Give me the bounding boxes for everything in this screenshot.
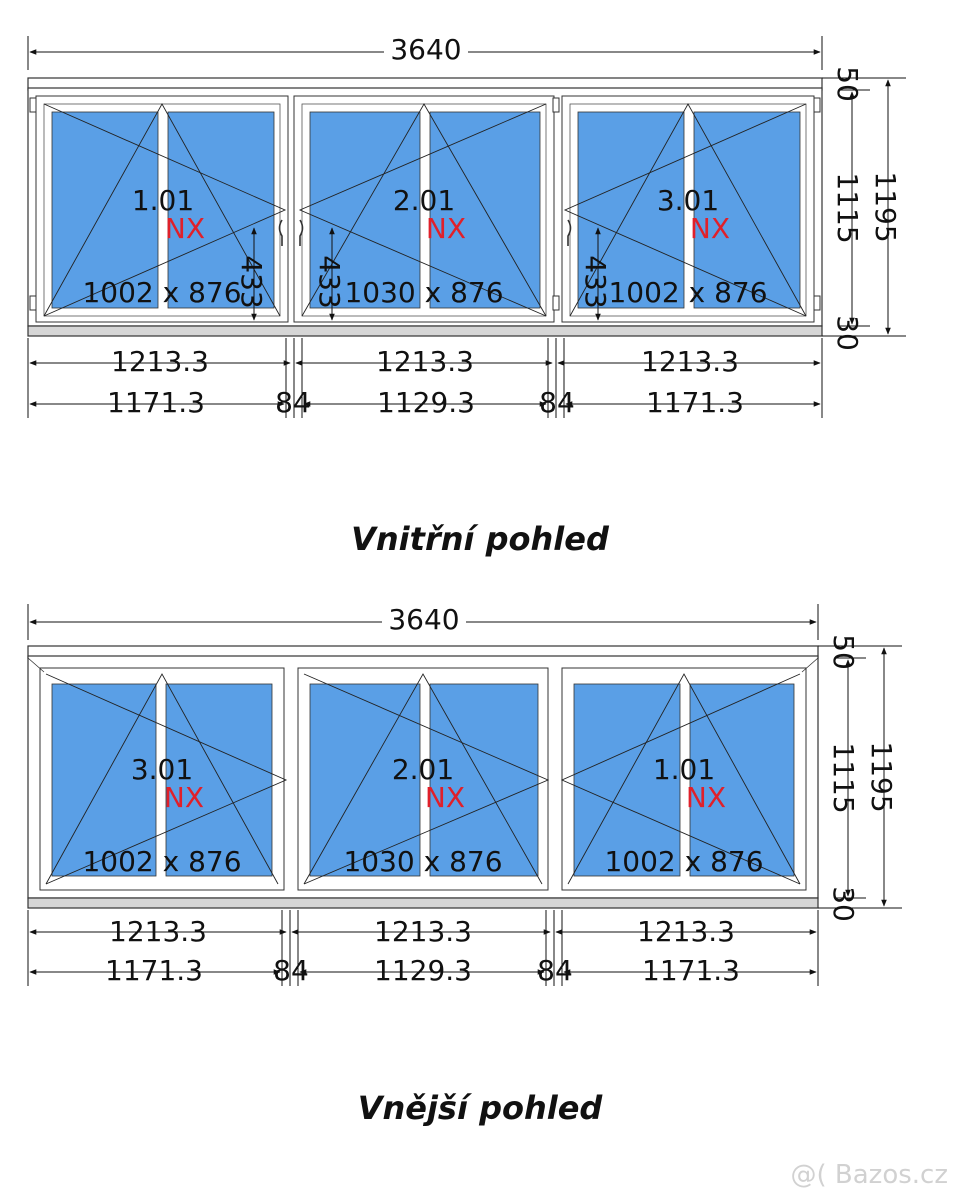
glass-pane xyxy=(165,683,273,877)
glass-pane xyxy=(309,111,421,309)
mullion-width-label: 84 xyxy=(539,386,575,419)
handle-height-label: 433 xyxy=(235,255,268,308)
interior-view: 3640 1.01 NX 1002 x 876 433 xyxy=(27,33,906,419)
glass-size-label: 1002 x 876 xyxy=(82,276,241,309)
total-width-dimension: 3640 xyxy=(27,603,819,640)
sash-number: 3.01 xyxy=(131,753,193,786)
glass-width-label: 1171.3 xyxy=(105,954,203,987)
sash-2: 2.01 NX 1030 x 876 433 xyxy=(293,95,560,323)
window-sill xyxy=(27,897,819,909)
glass-pane xyxy=(51,111,159,309)
bottom-frame-height-label: 30 xyxy=(827,886,860,922)
sash-number: 1.01 xyxy=(132,184,194,217)
handle-icon xyxy=(299,219,304,246)
mullion-width-label: 84 xyxy=(273,954,309,987)
segment-width-label: 1213.3 xyxy=(374,915,472,948)
sash-height-label: 1115 xyxy=(827,742,860,813)
sash-number: 3.01 xyxy=(657,184,719,217)
outer-frame xyxy=(27,77,823,337)
sash-1: 3.01 NX 1002 x 876 xyxy=(39,667,288,891)
segment-width-label: 1213.3 xyxy=(111,345,209,378)
handle-height-label: 433 xyxy=(313,255,346,308)
sash-type-code: NX xyxy=(426,212,466,245)
total-width-label: 3640 xyxy=(390,33,461,66)
top-frame-height-label: 50 xyxy=(827,634,860,670)
glass-size-label: 1030 x 876 xyxy=(344,276,503,309)
sash-3: 3.01 NX 1002 x 876 433 xyxy=(561,95,821,323)
sash-type-code: NX xyxy=(165,212,205,245)
mullion-width-label: 84 xyxy=(275,386,311,419)
glass-size-label: 1002 x 876 xyxy=(82,845,241,878)
overall-height-label: 1195 xyxy=(865,741,898,812)
glass-size-label: 1030 x 876 xyxy=(343,845,502,878)
total-width-label: 3640 xyxy=(388,603,459,636)
hinge-icon xyxy=(552,295,560,311)
segment-width-label: 1213.3 xyxy=(637,915,735,948)
width-dimensions: 1213.3 1213.3 1213.3 1171.3 1129.3 1171.… xyxy=(27,338,823,419)
glass-size-label: 1002 x 876 xyxy=(604,845,763,878)
width-dimensions: 1213.3 1213.3 1213.3 1171.3 1129.3 1171.… xyxy=(27,910,819,987)
hinge-icon xyxy=(813,295,821,311)
hinge-icon xyxy=(552,97,560,113)
glass-width-label: 1129.3 xyxy=(377,386,475,419)
handle-icon xyxy=(278,219,283,246)
sash-3: 1.01 NX 1002 x 876 xyxy=(560,667,807,891)
mullion-width-label: 84 xyxy=(537,954,573,987)
top-frame-height-label: 50 xyxy=(831,66,864,102)
handle-height-label: 433 xyxy=(579,255,612,308)
sash-1: 1.01 NX 1002 x 876 433 xyxy=(29,95,289,323)
sash-number: 2.01 xyxy=(392,753,454,786)
sash-type-code: NX xyxy=(425,781,465,814)
handle-icon xyxy=(567,219,572,246)
hinge-icon xyxy=(29,97,37,113)
segment-width-label: 1213.3 xyxy=(109,915,207,948)
hinge-icon xyxy=(813,97,821,113)
segment-width-label: 1213.3 xyxy=(376,345,474,378)
interior-view-caption: Vnitřní pohled xyxy=(351,520,609,558)
bottom-frame-height-label: 30 xyxy=(831,315,864,351)
outer-frame xyxy=(27,645,819,909)
hinge-icon xyxy=(29,295,37,311)
overall-height-label: 1195 xyxy=(869,171,902,242)
segment-width-label: 1213.3 xyxy=(641,345,739,378)
sash-2: 2.01 NX 1030 x 876 xyxy=(297,667,550,891)
sash-height-label: 1115 xyxy=(831,172,864,243)
exterior-view: 3640 3.01 NX 1002 x 876 2.01 NX xyxy=(27,603,902,987)
total-width-dimension: 3640 xyxy=(27,33,823,70)
glass-size-label: 1002 x 876 xyxy=(608,276,767,309)
exterior-view-caption: Vnější pohled xyxy=(357,1089,603,1127)
watermark: @( Bazos.cz xyxy=(790,1160,949,1190)
height-dimensions: 50 1115 30 1195 xyxy=(822,66,906,351)
sash-number: 1.01 xyxy=(653,753,715,786)
height-dimensions: 50 1115 30 1195 xyxy=(818,634,902,922)
glass-width-label: 1171.3 xyxy=(107,386,205,419)
sash-number: 2.01 xyxy=(393,184,455,217)
glass-pane xyxy=(429,683,539,877)
window-sill xyxy=(27,325,823,337)
sash-type-code: NX xyxy=(690,212,730,245)
glass-pane xyxy=(573,683,681,877)
sash-type-code: NX xyxy=(164,781,204,814)
sash-type-code: NX xyxy=(686,781,726,814)
glass-width-label: 1171.3 xyxy=(642,954,740,987)
glass-width-label: 1171.3 xyxy=(646,386,744,419)
glass-width-label: 1129.3 xyxy=(374,954,472,987)
